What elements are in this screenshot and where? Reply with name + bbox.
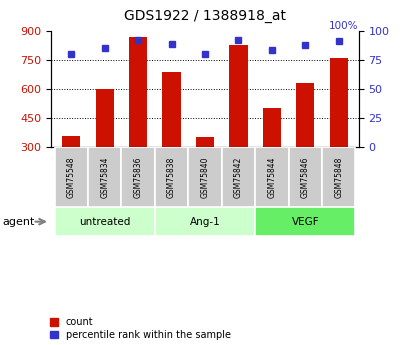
Bar [155, 147, 188, 207]
Text: Ang-1: Ang-1 [189, 217, 220, 227]
Bar [295, 83, 314, 147]
Text: GSM75846: GSM75846 [300, 156, 309, 198]
Text: GSM75838: GSM75838 [167, 156, 175, 197]
Bar [254, 147, 288, 207]
Legend: count, percentile rank within the sample: count, percentile rank within the sample [50, 317, 230, 340]
Bar [229, 45, 247, 147]
Text: GSM75834: GSM75834 [100, 156, 109, 198]
Bar [129, 37, 147, 147]
Bar [321, 147, 355, 207]
Bar [54, 147, 88, 207]
Bar [95, 89, 114, 147]
Bar [254, 207, 355, 236]
Text: GSM75844: GSM75844 [267, 156, 276, 198]
Bar [329, 58, 347, 147]
Bar [88, 147, 121, 207]
Bar [121, 147, 155, 207]
Text: GSM75548: GSM75548 [67, 156, 76, 198]
Text: GSM75836: GSM75836 [133, 156, 142, 198]
Text: GSM75848: GSM75848 [333, 156, 342, 197]
Text: 100%: 100% [328, 21, 358, 31]
Bar [54, 207, 155, 236]
Bar [188, 147, 221, 207]
Text: untreated: untreated [79, 217, 130, 227]
Bar [162, 72, 180, 147]
Bar [288, 147, 321, 207]
Text: VEGF: VEGF [291, 217, 318, 227]
Text: GSM75840: GSM75840 [200, 156, 209, 198]
Bar [155, 207, 254, 236]
Text: GDS1922 / 1388918_at: GDS1922 / 1388918_at [124, 9, 285, 22]
Bar [62, 136, 80, 147]
Text: GSM75842: GSM75842 [234, 156, 242, 197]
Bar [262, 108, 280, 147]
Bar [196, 137, 213, 147]
Bar [221, 147, 254, 207]
Text: agent: agent [2, 217, 34, 227]
